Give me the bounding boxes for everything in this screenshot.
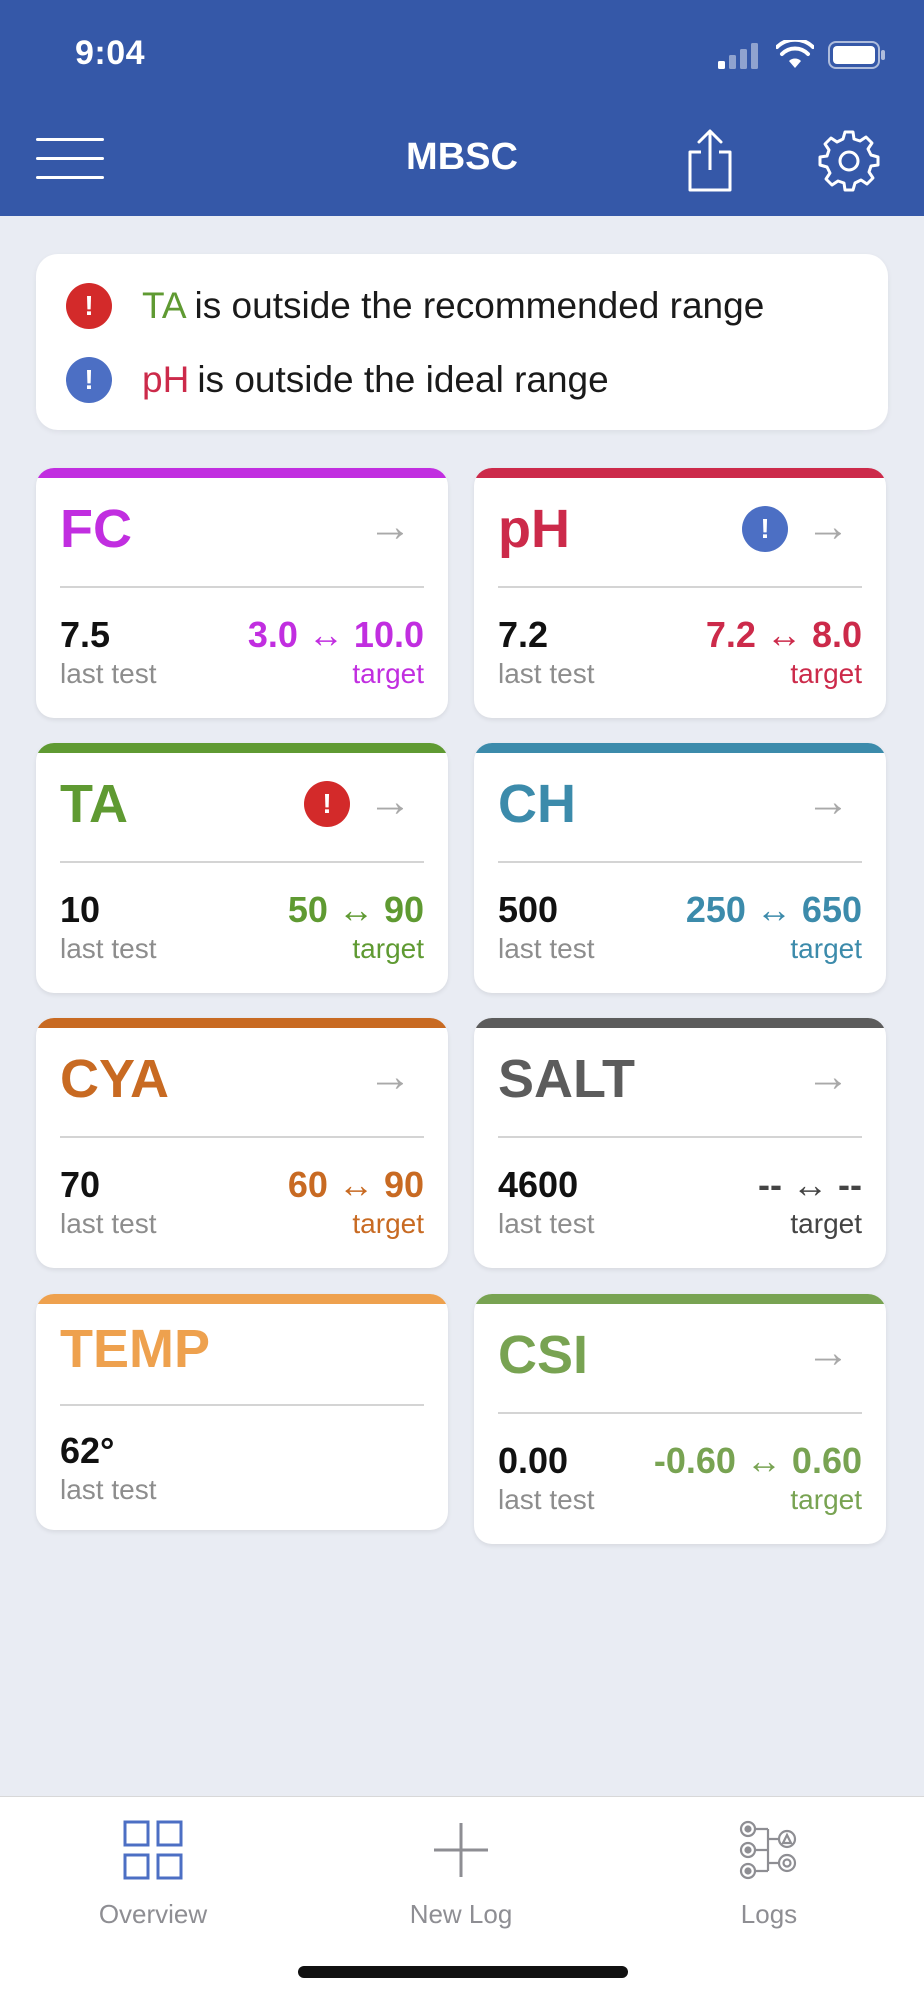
warning-icon: ! bbox=[742, 506, 788, 552]
plus-icon bbox=[434, 1823, 488, 1877]
target-label: target bbox=[352, 933, 424, 964]
target-range: -- ↔ -- bbox=[758, 1164, 862, 1205]
alert-text: is outside the ideal range bbox=[197, 359, 609, 400]
card-title: CH bbox=[498, 774, 576, 834]
arrow-right-icon: → bbox=[806, 1052, 850, 1101]
card-cya[interactable]: CYA → 70 last test 60 ↔ 90 target bbox=[36, 1018, 448, 1268]
arrow-right-icon: → bbox=[806, 777, 850, 826]
gear-icon bbox=[818, 130, 880, 192]
card-csi[interactable]: CSI → 0.00 last test -0.60 ↔ 0.60 target bbox=[474, 1294, 886, 1544]
card-ta[interactable]: TA ! → 10 last test 50 ↔ 90 target bbox=[36, 743, 448, 993]
menu-button[interactable] bbox=[36, 138, 104, 182]
share-icon bbox=[688, 129, 732, 192]
status-icons bbox=[718, 40, 886, 70]
last-test-value: 7.5 bbox=[60, 614, 111, 655]
last-test-value: 7.2 bbox=[498, 614, 549, 655]
status-bar: 9:04 bbox=[0, 0, 924, 100]
nav-title: MBSC bbox=[406, 136, 518, 178]
target-label: target bbox=[790, 933, 862, 964]
hamburger-icon bbox=[36, 138, 104, 141]
target-range: 50 ↔ 90 bbox=[287, 889, 424, 930]
card-title: CSI bbox=[498, 1325, 589, 1385]
tab-logs[interactable]: Logs bbox=[669, 1815, 869, 1930]
last-test-label: last test bbox=[60, 1474, 157, 1505]
last-test-label: last test bbox=[498, 1484, 595, 1515]
arrow-right-icon: → bbox=[806, 502, 850, 551]
cellular-signal-icon bbox=[718, 43, 758, 69]
last-test-label: last test bbox=[498, 1208, 595, 1239]
last-test-label: last test bbox=[60, 933, 157, 964]
status-time: 9:04 bbox=[75, 34, 146, 72]
alert-ph[interactable]: ! pH is outside the ideal range bbox=[66, 350, 609, 410]
card-ch[interactable]: CH → 500 last test 250 ↔ 650 target bbox=[474, 743, 886, 993]
target-range: 3.0 ↔ 10.0 bbox=[247, 614, 424, 655]
alert-icon: ! bbox=[66, 357, 112, 403]
last-test-label: last test bbox=[60, 1208, 157, 1239]
tab-label: Overview bbox=[98, 1899, 208, 1929]
logs-icon bbox=[739, 1820, 797, 1880]
card-salt[interactable]: SALT → 4600 last test -- ↔ -- target bbox=[474, 1018, 886, 1268]
last-test-value: 10 bbox=[60, 889, 101, 930]
nav-bar: MBSC bbox=[0, 100, 924, 216]
divider bbox=[498, 1136, 862, 1138]
card-title: TEMP bbox=[60, 1319, 211, 1379]
last-test-label: last test bbox=[60, 658, 157, 689]
battery-icon bbox=[828, 41, 885, 69]
card-fc[interactable]: FC → 7.5 last test 3.0 ↔ 10.0 target bbox=[36, 468, 448, 718]
last-test-value: 62° bbox=[60, 1430, 115, 1471]
last-test-value: 0.00 bbox=[498, 1440, 569, 1481]
wifi-icon bbox=[776, 40, 814, 68]
alert-text: is outside the recommended range bbox=[194, 285, 765, 326]
card-title: CYA bbox=[60, 1049, 170, 1109]
target-label: target bbox=[790, 1484, 862, 1515]
alert-param: pH bbox=[142, 359, 190, 400]
arrow-right-icon: → bbox=[806, 1328, 850, 1377]
target-label: target bbox=[790, 1208, 862, 1239]
divider bbox=[60, 861, 424, 863]
last-test-value: 70 bbox=[60, 1164, 101, 1205]
last-test-value: 500 bbox=[498, 889, 559, 930]
divider bbox=[60, 586, 424, 588]
warning-icon: ! bbox=[304, 781, 350, 827]
arrow-right-icon: → bbox=[368, 502, 412, 551]
target-range: 250 ↔ 650 bbox=[685, 889, 862, 930]
tab-label: Logs bbox=[740, 1899, 798, 1929]
divider bbox=[60, 1136, 424, 1138]
tab-new-log[interactable]: New Log bbox=[361, 1815, 561, 1930]
alert-param: TA bbox=[142, 285, 187, 326]
divider bbox=[498, 1412, 862, 1414]
settings-button[interactable] bbox=[816, 128, 882, 199]
arrow-right-icon: → bbox=[368, 1052, 412, 1101]
last-test-label: last test bbox=[498, 658, 595, 689]
last-test-value: 4600 bbox=[498, 1164, 579, 1205]
card-temp: TEMP 62° last test bbox=[36, 1294, 448, 1530]
arrow-right-icon: → bbox=[368, 777, 412, 826]
card-title: TA bbox=[60, 774, 128, 834]
divider bbox=[498, 861, 862, 863]
grid-icon bbox=[123, 1820, 183, 1880]
target-label: target bbox=[352, 658, 424, 689]
home-indicator bbox=[298, 1966, 628, 1978]
tab-label: New Log bbox=[409, 1899, 513, 1929]
alerts-panel: ! TA is outside the recommended range ! … bbox=[36, 254, 888, 430]
target-range: 7.2 ↔ 8.0 bbox=[705, 614, 862, 655]
alert-icon: ! bbox=[66, 283, 112, 329]
card-title: FC bbox=[60, 499, 132, 559]
tab-overview[interactable]: Overview bbox=[53, 1815, 253, 1930]
divider bbox=[60, 1404, 424, 1406]
divider bbox=[498, 586, 862, 588]
target-label: target bbox=[352, 1208, 424, 1239]
share-button[interactable] bbox=[686, 128, 734, 199]
alert-ta[interactable]: ! TA is outside the recommended range bbox=[66, 276, 764, 336]
target-label: target bbox=[790, 658, 862, 689]
card-ph[interactable]: pH ! → 7.2 last test 7.2 ↔ 8.0 target bbox=[474, 468, 886, 718]
last-test-label: last test bbox=[498, 933, 595, 964]
card-title: pH bbox=[498, 499, 570, 559]
card-title: SALT bbox=[498, 1049, 635, 1109]
target-range: -0.60 ↔ 0.60 bbox=[653, 1440, 862, 1481]
target-range: 60 ↔ 90 bbox=[287, 1164, 424, 1205]
